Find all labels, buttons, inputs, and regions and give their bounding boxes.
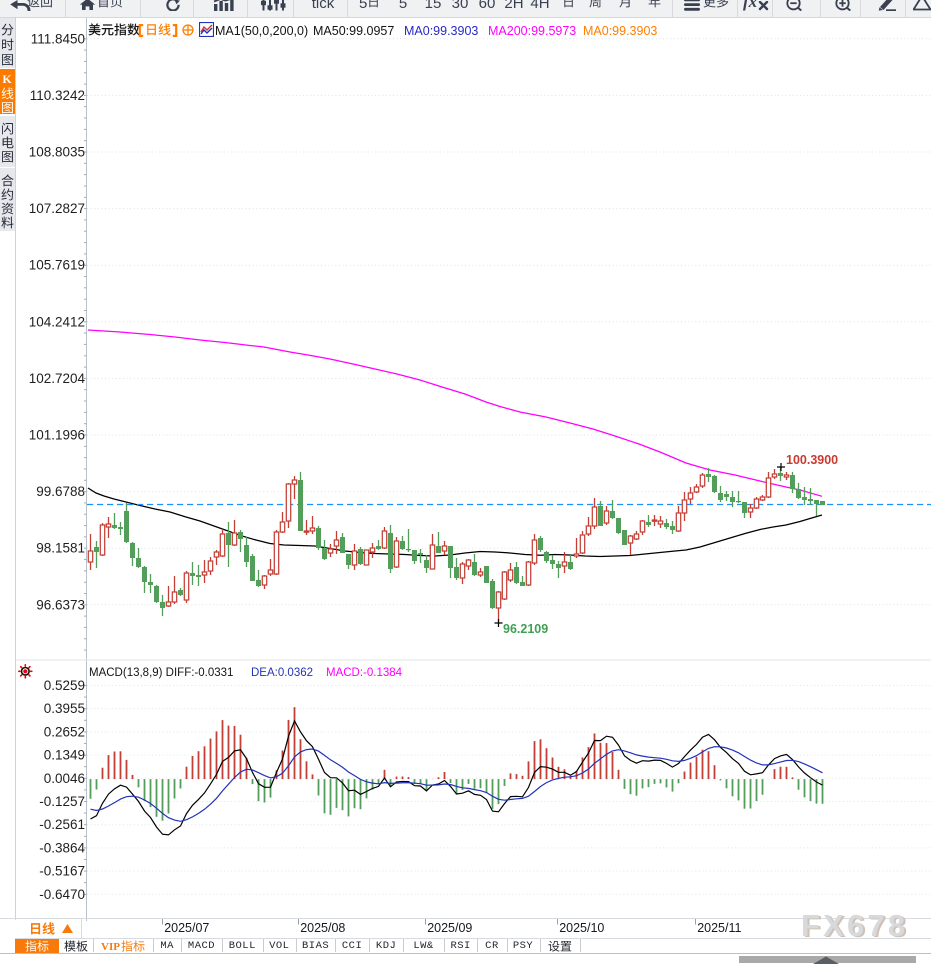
svg-text:98.1581: 98.1581 <box>36 541 85 556</box>
svg-text:96.6373: 96.6373 <box>36 597 85 612</box>
svg-text:-0.5167: -0.5167 <box>39 864 85 879</box>
svg-text:104.2412: 104.2412 <box>29 314 85 329</box>
svg-text:105.7619: 105.7619 <box>29 258 85 273</box>
svg-text:99.6788: 99.6788 <box>36 484 85 499</box>
svg-text:110.3242: 110.3242 <box>30 88 85 103</box>
svg-text:0.0046: 0.0046 <box>44 771 85 786</box>
svg-text:111.8450: 111.8450 <box>31 31 85 46</box>
svg-text:107.2827: 107.2827 <box>29 201 85 216</box>
svg-text:-0.3864: -0.3864 <box>39 840 85 855</box>
svg-text:102.7204: 102.7204 <box>29 371 86 386</box>
svg-text:-0.1257: -0.1257 <box>39 794 85 809</box>
svg-text:101.1996: 101.1996 <box>29 428 85 443</box>
svg-text:-0.2561: -0.2561 <box>39 817 85 832</box>
svg-text:0.1349: 0.1349 <box>44 748 85 763</box>
svg-text:-0.6470: -0.6470 <box>39 887 85 902</box>
svg-text:0.2652: 0.2652 <box>44 724 85 739</box>
svg-text:96.2109: 96.2109 <box>503 622 548 636</box>
svg-text:0.5259: 0.5259 <box>44 678 85 693</box>
svg-text:0.3955: 0.3955 <box>44 701 85 716</box>
svg-text:108.8035: 108.8035 <box>29 145 85 160</box>
svg-text:100.3900: 100.3900 <box>786 453 838 467</box>
